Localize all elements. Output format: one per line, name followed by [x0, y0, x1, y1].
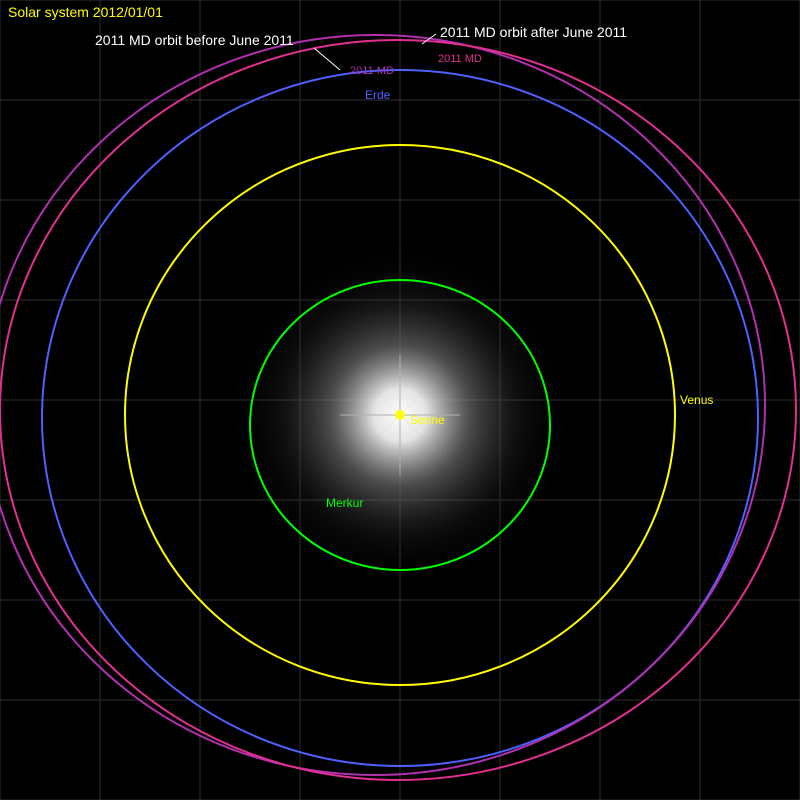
- background-svg: [0, 0, 800, 800]
- sun-core: [395, 410, 405, 420]
- orbital-diagram-container: Solar system 2012/01/01 Sonne MerkurVenu…: [0, 0, 800, 800]
- annotation-leaders: [314, 34, 436, 70]
